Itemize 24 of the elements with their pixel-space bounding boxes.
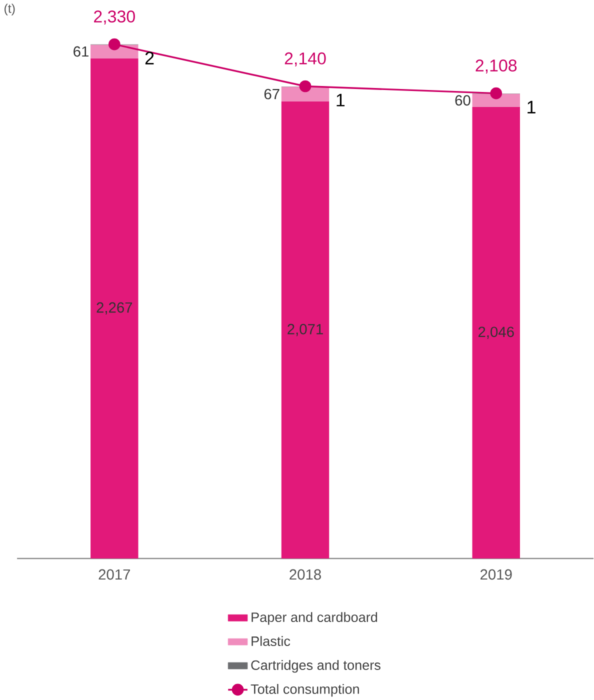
data-label: 2,140 [284,52,326,66]
legend-label: Paper and cardboard [252,612,377,625]
y-axis-title: (t) [4,4,15,16]
x-tick-label: 2018 [290,569,321,580]
bar [90,58,138,559]
bar [472,94,520,107]
data-label: 1 [528,100,536,114]
data-label: 2,108 [476,59,517,74]
x-tick-label: 2017 [98,569,130,580]
data-label: 2,267 [96,302,132,314]
data-label: 2,071 [288,324,323,336]
legend-label: Total consumption [250,684,359,697]
legend-label: Plastic [252,636,290,646]
bar [472,107,520,559]
data-label: 61 [74,46,88,57]
data-label: 2 [145,52,154,64]
bar [281,101,330,559]
data-label: 67 [264,88,280,100]
x-tick-label: 2019 [480,569,512,580]
data-label: 1 [336,94,344,106]
data-label: 2,046 [478,326,514,339]
legend-label: Cartridges and toners [251,660,380,673]
data-label: 60 [455,95,470,106]
data-label: 2,330 [94,10,135,24]
